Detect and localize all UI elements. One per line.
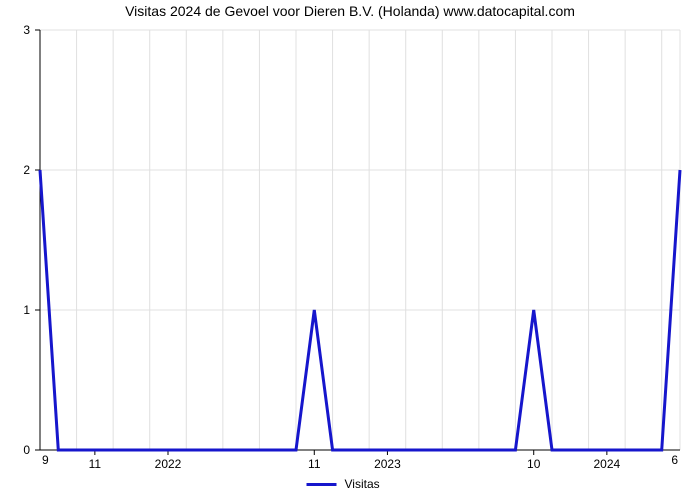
y-tick-label: 1 (23, 303, 30, 317)
line-chart: Visitas 2024 de Gevoel voor Dieren B.V. … (0, 0, 700, 500)
y-tick-label: 2 (23, 163, 30, 177)
legend-swatch (307, 483, 337, 486)
x-corner-left: 9 (42, 453, 49, 467)
chart-title: Visitas 2024 de Gevoel voor Dieren B.V. … (125, 3, 575, 19)
x-corner-right: 6 (671, 453, 678, 467)
x-tick-label: 11 (89, 457, 102, 471)
x-tick-label: 10 (527, 457, 541, 471)
y-tick-label: 3 (23, 23, 30, 37)
x-tick-label: 2022 (155, 457, 182, 471)
legend-label: Visitas (345, 477, 380, 491)
y-tick-label: 0 (23, 443, 30, 457)
chart-container: Visitas 2024 de Gevoel voor Dieren B.V. … (0, 0, 700, 500)
x-tick-label: 11 (308, 457, 321, 471)
x-tick-label: 2023 (374, 457, 401, 471)
x-tick-label: 2024 (594, 457, 621, 471)
